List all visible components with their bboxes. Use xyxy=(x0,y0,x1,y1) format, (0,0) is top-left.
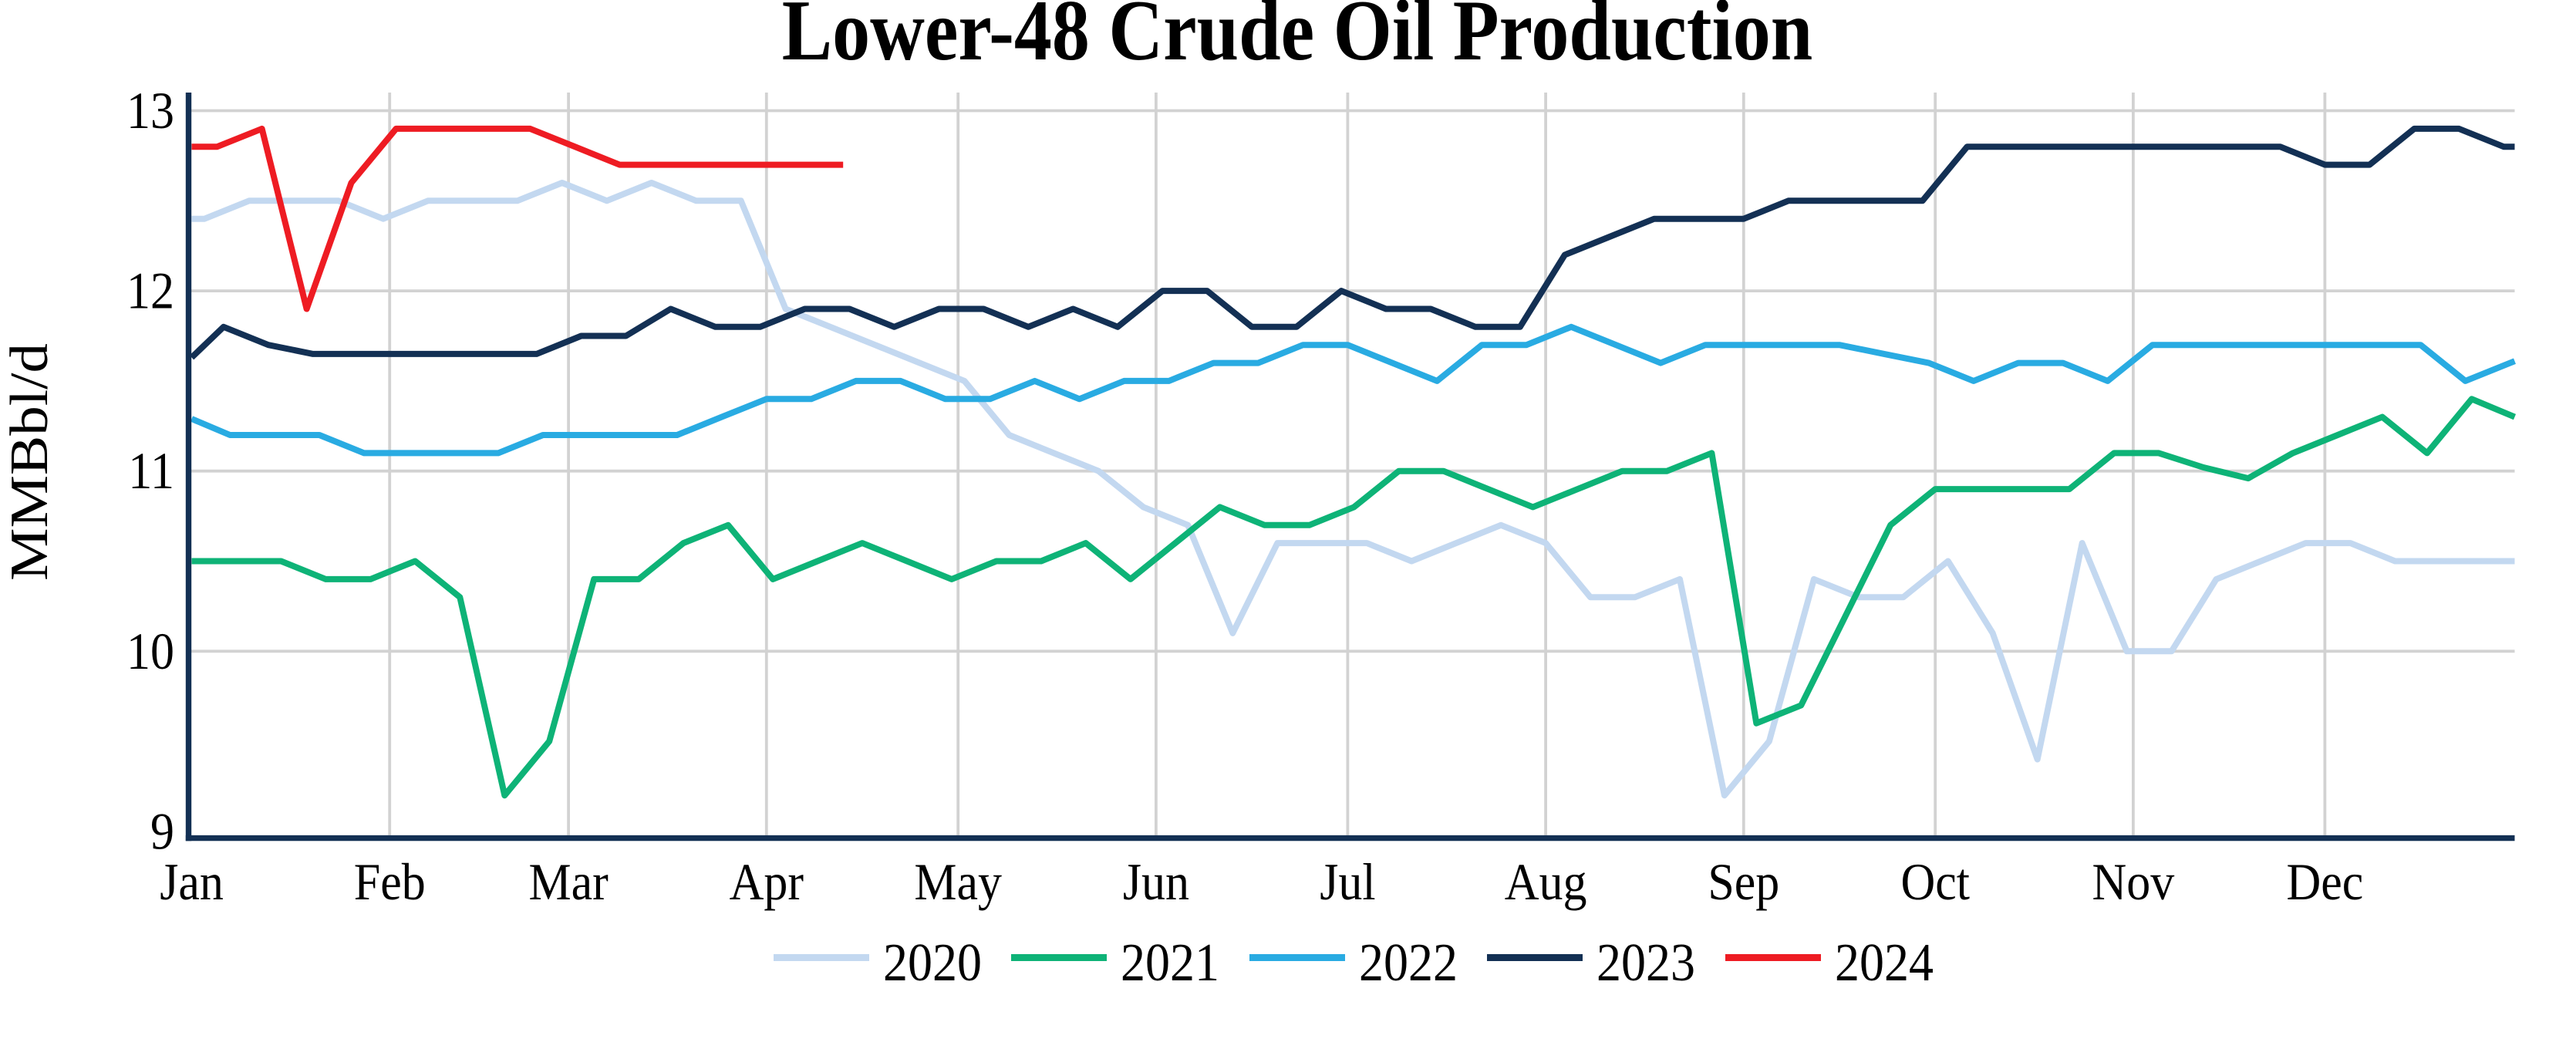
svg-text:13: 13 xyxy=(126,82,174,140)
svg-text:MMBbl/d: MMBbl/d xyxy=(0,343,59,581)
svg-text:Feb: Feb xyxy=(354,853,426,911)
svg-text:Lower-48 Crude Oil Production: Lower-48 Crude Oil Production xyxy=(782,0,1812,79)
svg-text:Apr: Apr xyxy=(730,853,804,911)
svg-text:Nov: Nov xyxy=(2092,853,2175,911)
svg-text:Sep: Sep xyxy=(1708,853,1779,911)
svg-text:Dec: Dec xyxy=(2287,853,2364,911)
svg-text:9: 9 xyxy=(150,803,174,861)
svg-text:Mar: Mar xyxy=(528,853,609,911)
svg-text:Aug: Aug xyxy=(1505,853,1587,911)
svg-text:12: 12 xyxy=(126,262,174,320)
svg-text:Jan: Jan xyxy=(160,853,224,911)
svg-text:May: May xyxy=(914,853,1002,911)
svg-text:11: 11 xyxy=(128,443,174,501)
svg-text:2021: 2021 xyxy=(1121,932,1219,992)
svg-text:2022: 2022 xyxy=(1359,932,1458,992)
svg-text:2024: 2024 xyxy=(1835,932,1934,992)
svg-text:Jul: Jul xyxy=(1320,853,1375,911)
svg-text:Jun: Jun xyxy=(1123,853,1189,911)
svg-text:10: 10 xyxy=(126,622,174,680)
svg-text:Oct: Oct xyxy=(1900,853,1969,911)
svg-text:2023: 2023 xyxy=(1597,932,1695,992)
svg-text:2020: 2020 xyxy=(883,932,982,992)
